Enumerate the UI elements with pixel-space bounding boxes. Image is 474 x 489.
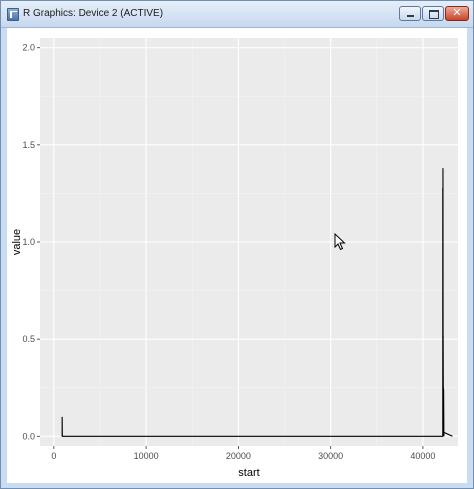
maximize-icon: [429, 10, 439, 19]
minimize-button[interactable]: [399, 6, 421, 21]
x-tick-label: 40000: [410, 451, 435, 461]
series-line: [61, 168, 453, 437]
axis-ticks: [37, 47, 424, 449]
y-tick-label: 1.5: [22, 140, 35, 150]
mouse-pointer-icon: [334, 233, 346, 251]
close-icon: ✕: [452, 7, 462, 19]
x-tick-label: 30000: [318, 451, 343, 461]
plot-canvas: start value 0 10000 20000 30000 40000 0.0 0.5 1…: [7, 28, 467, 483]
x-tick-label: 10000: [134, 451, 159, 461]
y-axis-title: value: [11, 229, 23, 255]
close-button[interactable]: ✕: [445, 6, 469, 21]
maximize-button[interactable]: [422, 6, 444, 21]
title-bar[interactable]: R Graphics: Device 2 (ACTIVE) ✕: [1, 1, 473, 28]
r-app-icon: [7, 8, 19, 21]
y-tick-label: 0.0: [22, 431, 35, 441]
window-title: R Graphics: Device 2 (ACTIVE): [23, 8, 164, 19]
y-tick-label: 2.0: [22, 43, 35, 53]
x-tick-label: 0: [51, 451, 56, 461]
plot-svg: start value 0 10000 20000 30000 40000 0.0 0.5 1…: [11, 38, 458, 479]
y-tick-label: 0.5: [22, 334, 35, 344]
x-axis-title: start: [238, 467, 259, 479]
minimize-icon: [407, 15, 414, 17]
x-tick-label: 20000: [226, 451, 251, 461]
y-tick-label: 1.0: [22, 237, 35, 247]
